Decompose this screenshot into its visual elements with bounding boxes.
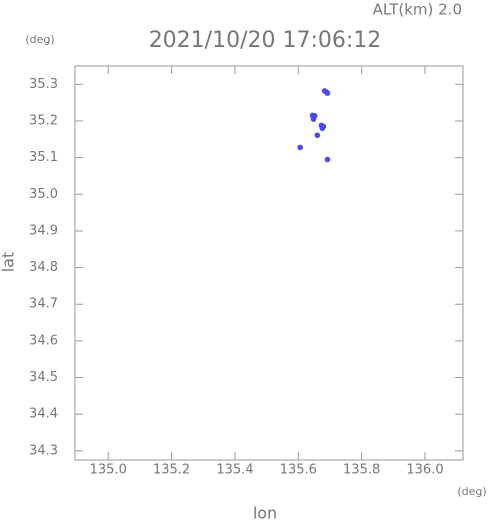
y-tick-label: 34.3 xyxy=(29,443,58,458)
x-tick-label: 135.2 xyxy=(153,463,190,478)
x-tick-label: 135.8 xyxy=(343,463,380,478)
y-tick-label: 34.4 xyxy=(29,407,58,422)
x-tick-label: 135.4 xyxy=(216,463,253,478)
data-point xyxy=(310,116,317,122)
y-tick-label: 35.1 xyxy=(29,150,58,165)
x-tick-label: 135.6 xyxy=(280,463,317,478)
plot-frame xyxy=(74,65,464,461)
y-tick-label: 34.5 xyxy=(29,370,58,385)
data-point xyxy=(314,132,321,139)
x-tick-label: 136.0 xyxy=(406,463,443,478)
data-point xyxy=(297,144,303,151)
y-unit: (deg) xyxy=(25,33,54,46)
y-tick-label: 35.3 xyxy=(29,77,58,92)
x-axis-label: lon xyxy=(253,504,277,521)
y-tick-label: 34.7 xyxy=(29,297,58,312)
data-point xyxy=(324,156,331,163)
x-unit: (deg) xyxy=(457,485,486,498)
annotation: ALT(km) 2.0 xyxy=(373,1,462,19)
y-tick-label: 35.0 xyxy=(29,187,58,202)
data-point xyxy=(319,125,326,132)
data-point xyxy=(324,90,331,96)
y-tick-label: 34.6 xyxy=(29,333,58,348)
y-tick-label: 35.2 xyxy=(29,113,58,128)
chart-title: 2021/10/20 17:06:12 xyxy=(149,28,382,53)
y-tick-label: 34.9 xyxy=(29,223,58,238)
x-tick-label: 135.0 xyxy=(90,463,127,478)
y-axis-label: lat xyxy=(0,252,18,273)
y-tick-label: 34.8 xyxy=(29,260,58,275)
